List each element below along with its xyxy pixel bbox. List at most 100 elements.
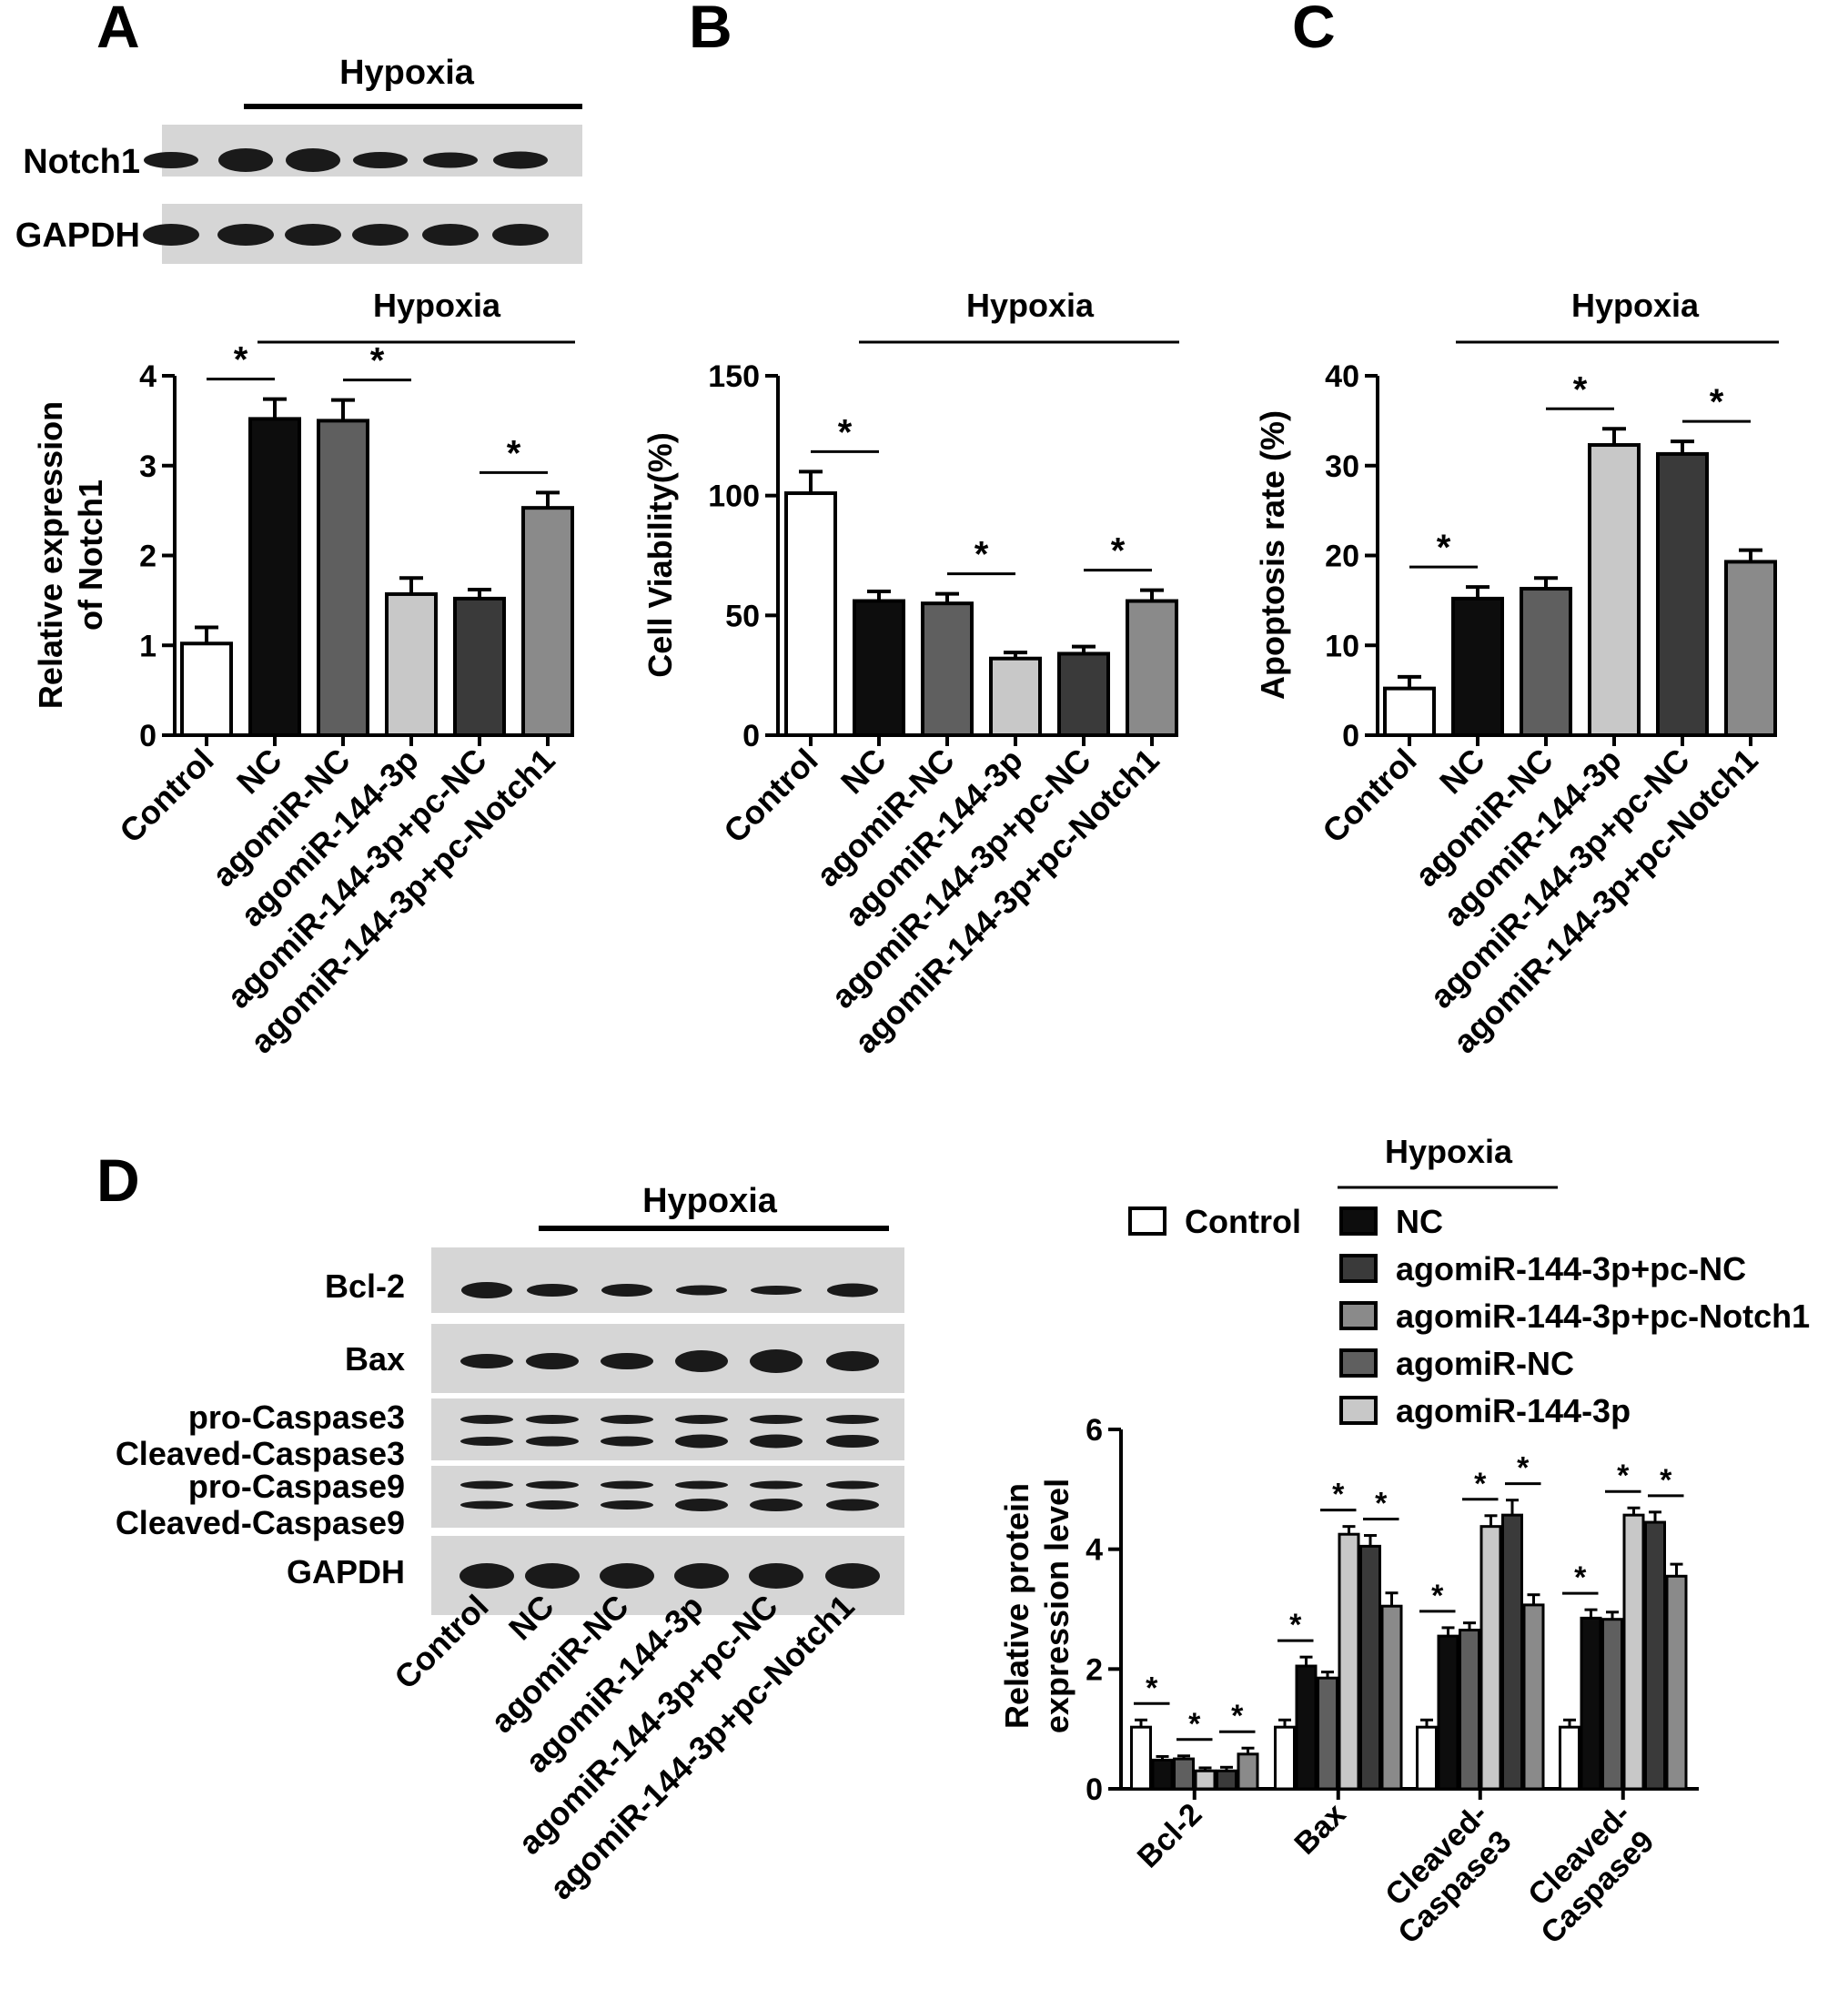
- blot-d-band-bax: [460, 1354, 513, 1368]
- blot-d-row-label-bax: Bax: [345, 1340, 405, 1378]
- blot-d: Hypoxia Bcl-2 Bax pro-Caspase3 Cleaved-C…: [116, 1182, 904, 1906]
- blot-d-band-pro-caspase3: [826, 1415, 879, 1424]
- blot-a: Hypoxia Notch1 GAPDH: [15, 54, 582, 264]
- chart-d-legend-swatch-nc: [1339, 1207, 1378, 1236]
- chart-c-bar-agomir-nc: [1520, 587, 1572, 737]
- blot-d-band-cleaved-caspase3: [675, 1434, 728, 1449]
- chart-c-significance-star: *: [1710, 382, 1724, 422]
- chart-c-y-tick-label: 10: [1325, 629, 1359, 663]
- blot-d-band-pro-caspase9: [460, 1480, 513, 1489]
- blot-d-band-gapdh: [525, 1563, 580, 1589]
- blot-d-strip: [431, 1247, 904, 1313]
- chart-d-bar-bax-agomir-nc: [1317, 1676, 1338, 1791]
- blot-d-band-gapdh: [825, 1563, 880, 1589]
- blot-a-membrane: [143, 125, 582, 264]
- chart-a-y-tick-label: 4: [139, 359, 157, 394]
- blot-d-band-cleaved-caspase9: [460, 1500, 513, 1509]
- blot-d-band-bcl2: [527, 1284, 578, 1297]
- blot-d-band-pro-caspase9: [601, 1480, 653, 1489]
- blot-a-band-notch1: [353, 152, 408, 168]
- chart-d-bar-cleaved-caspase9-agomir-nc: [1601, 1618, 1623, 1791]
- panel-label-a: A: [96, 0, 140, 60]
- chart-d-legend-label-control: Control: [1185, 1203, 1301, 1240]
- chart-a-significance-star: *: [234, 340, 248, 380]
- chart-c-y-tick-label: 30: [1325, 449, 1359, 484]
- blot-d-band-cleaved-caspase3: [601, 1436, 653, 1447]
- chart-d-significance-star: *: [1431, 1579, 1444, 1613]
- chart-d-bar-bcl-2-agomir-144-3p-pc-nc: [1216, 1769, 1237, 1791]
- chart-a-x-label-control: Control: [112, 742, 220, 850]
- chart-b-bar-agomir-144-3p-pc-notch1: [1126, 599, 1178, 737]
- chart-a-bar-control: [180, 641, 233, 738]
- chart-d-significance-star: *: [1188, 1707, 1201, 1742]
- chart-b-y-tick-label: 150: [708, 359, 760, 394]
- chart-d-legend-label-agomir-144-3p-pc-nc: agomiR-144-3p+pc-NC: [1396, 1250, 1746, 1287]
- blot-d-band-cleaved-caspase3: [750, 1434, 803, 1449]
- chart-d-legend-label-agomir-144-3p: agomiR-144-3p: [1396, 1392, 1631, 1429]
- chart-d-legend-swatch-agomir-nc: [1339, 1348, 1378, 1378]
- chart-b-bar-nc: [853, 599, 905, 737]
- blot-d-band-pro-caspase3: [460, 1415, 513, 1424]
- chart-a-hypoxia-label: Hypoxia: [373, 287, 501, 324]
- chart-a-y-axis-label: Relative expression: [32, 401, 69, 709]
- blot-d-band-gapdh: [749, 1563, 803, 1589]
- blot-d-band-pro-caspase9: [826, 1480, 879, 1489]
- blot-a-band-notch1: [493, 151, 548, 169]
- blot-d-band-pro-caspase3: [526, 1415, 579, 1424]
- blot-d-band-bcl2: [751, 1286, 802, 1295]
- chart-c-bar-agomir-144-3p-pc-nc: [1656, 451, 1709, 737]
- chart-b-y-axis-label: Cell Viability(%): [641, 432, 679, 677]
- blot-d-band-pro-caspase3: [750, 1415, 803, 1424]
- blot-d-band-cleaved-caspase9: [826, 1499, 879, 1511]
- blot-d-band-pro-caspase9: [750, 1480, 803, 1489]
- chart-d-bar-bcl-2-agomir-144-3p: [1194, 1769, 1217, 1791]
- chart-d-bar-cleaved-caspase9-agomir-144-3p-pc-nc: [1644, 1520, 1666, 1791]
- chart-d-significance-star: *: [1231, 1699, 1244, 1733]
- chart-d-bar-cleaved-caspase9-nc: [1580, 1616, 1602, 1791]
- chart-d-bar-bcl-2-nc: [1151, 1758, 1174, 1791]
- blot-d-strip: [431, 1398, 904, 1460]
- chart-d-significance-star: *: [1332, 1478, 1345, 1512]
- chart-a-significance-star: *: [507, 433, 521, 473]
- chart-d-bar-bax-agomir-144-3p-pc-notch1: [1380, 1604, 1403, 1791]
- blot-d-band-bax: [675, 1350, 728, 1372]
- blot-d-band-pro-caspase3: [601, 1415, 653, 1424]
- blot-d-band-bax: [526, 1353, 579, 1369]
- blot-d-band-pro-caspase3: [675, 1415, 728, 1424]
- panel-label-d: D: [96, 1146, 140, 1214]
- chart-b-y-tick-label: 50: [725, 599, 760, 633]
- chart-d-bar-cleaved-caspase9-agomir-144-3p: [1622, 1513, 1645, 1791]
- chart-d-y-axis-label: expression level: [1038, 1479, 1075, 1733]
- chart-b-y-tick-label: 0: [742, 719, 760, 753]
- chart-d-legend-swatch-agomir-144-3p-pc-nc: [1339, 1254, 1378, 1283]
- chart-d-bar-bcl-2-agomir-144-3p-pc-notch1: [1237, 1752, 1259, 1791]
- blot-d-lane-labels: Control NCagomiR-NCagomiR-144-3pagomiR-14…: [387, 1588, 861, 1907]
- chart-d-legend-label-agomir-144-3p-pc-notch1: agomiR-144-3p+pc-Notch1: [1396, 1297, 1810, 1335]
- chart-a-significance-star: *: [370, 341, 385, 381]
- chart-d-significance-star: *: [1574, 1560, 1587, 1595]
- chart-d-legend-swatch-agomir-144-3p-pc-notch1: [1339, 1301, 1378, 1330]
- chart-d-hypoxia-label: Hypoxia: [1385, 1133, 1513, 1170]
- chart-a-y-tick-label: 3: [139, 449, 157, 484]
- blot-d-band-cleaved-caspase9: [526, 1500, 579, 1509]
- blot-d-band-cleaved-caspase9: [601, 1500, 653, 1509]
- blot-d-band-gapdh: [674, 1563, 729, 1589]
- blot-d-band-gapdh: [600, 1563, 654, 1589]
- blot-d-band-pro-caspase9: [526, 1480, 579, 1489]
- blot-a-hypoxia-label: Hypoxia: [339, 54, 475, 92]
- chart-d-y-tick-label: 6: [1086, 1413, 1103, 1448]
- chart-d-legend-label-nc: NC: [1396, 1203, 1443, 1240]
- blot-a-band-notch1: [218, 148, 273, 172]
- chart-a-bar-agomir-144-3p: [385, 591, 438, 738]
- blot-a-band-notch1: [423, 152, 478, 168]
- chart-d-bar-cleaved-caspase3-nc: [1437, 1634, 1459, 1791]
- chart-d-y-tick-label: 0: [1086, 1772, 1103, 1807]
- chart-d-significance-star: *: [1146, 1671, 1158, 1705]
- chart-b-bar-agomir-nc: [921, 601, 974, 738]
- blot-d-band-bax: [750, 1349, 803, 1373]
- chart-d-x-label-bcl-2: Bcl-2: [1131, 1797, 1209, 1875]
- chart-d-y-tick-label: 2: [1086, 1652, 1103, 1687]
- chart-d-bar-cleaved-caspase3-agomir-144-3p-pc-nc: [1501, 1513, 1523, 1791]
